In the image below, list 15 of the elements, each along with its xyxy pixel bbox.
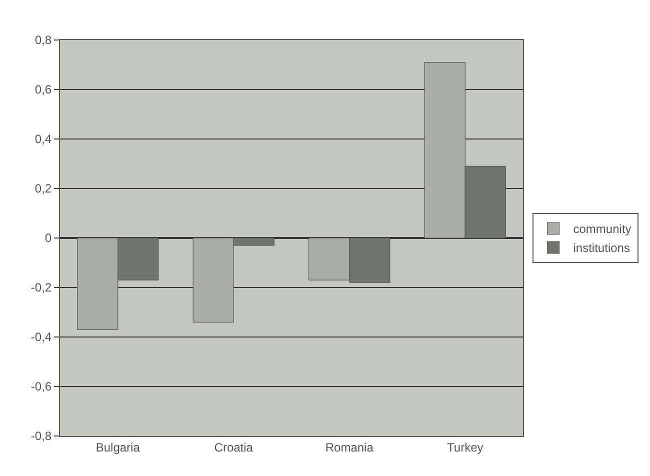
x-tick-label: Turkey [447, 440, 484, 454]
y-tick-label: 0,4 [34, 132, 52, 146]
legend-label: institutions [573, 241, 630, 256]
x-tick-label: Bulgaria [96, 440, 140, 454]
y-tick-label: 0,6 [34, 82, 52, 97]
legend-label: community [573, 222, 632, 236]
y-tick-label: -0,2 [30, 280, 52, 295]
x-tick-label: Romania [325, 440, 374, 454]
y-tick-label: -0,4 [30, 330, 52, 344]
y-tick-label: 0,2 [34, 182, 52, 196]
y-tick-label: -0,8 [30, 429, 52, 444]
y-tick-label: 0 [44, 231, 52, 246]
y-tick-label: -0,6 [30, 380, 52, 394]
x-tick-label: Croatia [214, 440, 254, 454]
y-tick-label: 0,8 [34, 33, 52, 48]
